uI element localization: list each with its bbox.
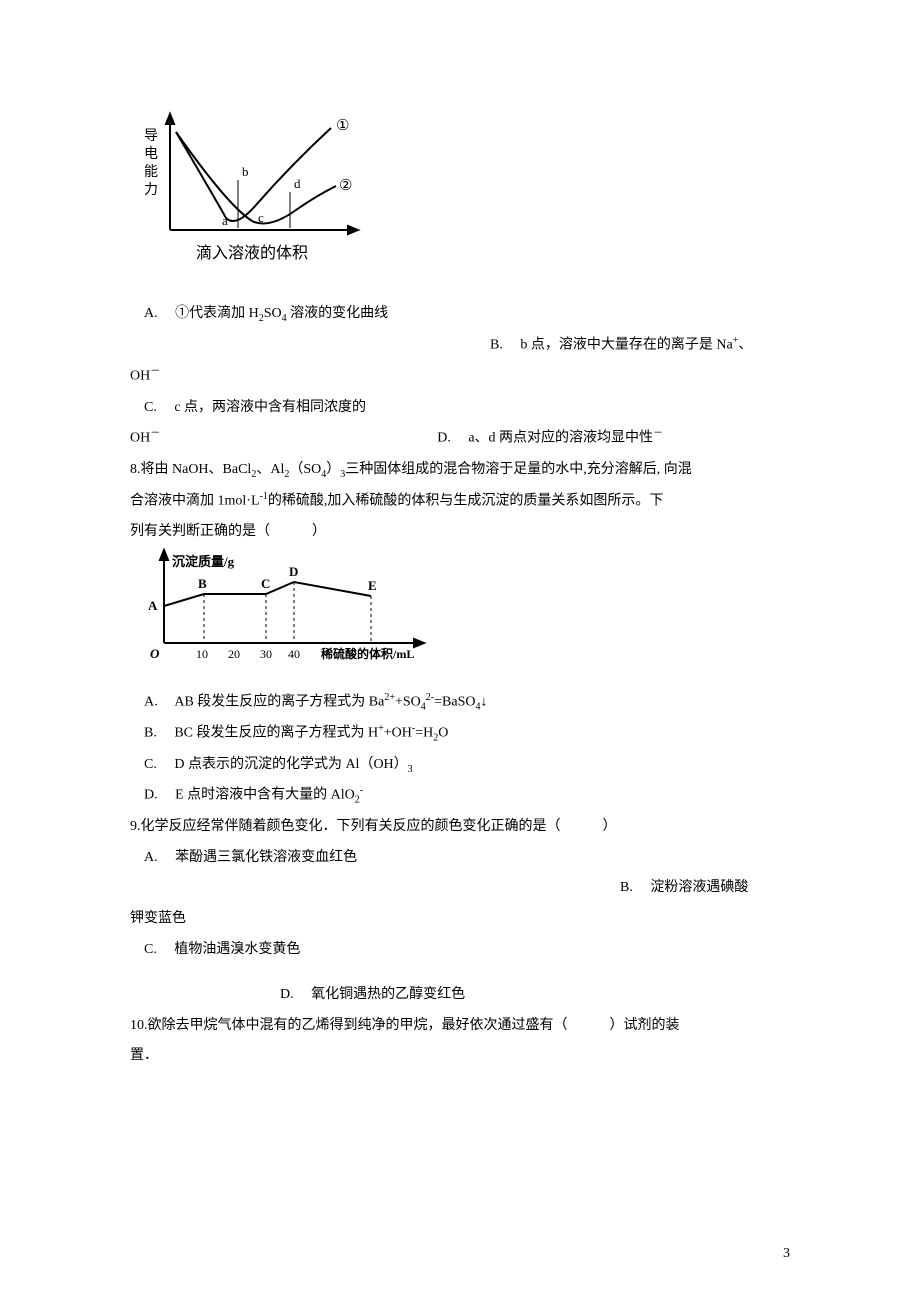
q7-optC2-t: OH — [130, 431, 150, 446]
q9-optC: C. 植物油遇溴水变黄色 — [130, 935, 790, 966]
q7-optC2-s: － — [150, 428, 160, 439]
q8-x20: 20 — [228, 647, 240, 661]
q8B-e: =H — [415, 726, 433, 741]
q8-optA: A. AB 段发生反应的离子方程式为 Ba2++SO42-=BaSO4↓ — [130, 687, 790, 718]
figure-precipitate: 沉淀质量/g A B C D E O 10 20 30 40 稀硫酸的体积/mL — [136, 548, 790, 681]
q7-optB2-s: － — [150, 366, 160, 377]
q7-optD-s: － — [653, 428, 663, 439]
figure-conductivity: 导 电 能 力 ① ② a b c d 滴入溶液的体积 — [136, 110, 790, 293]
q8-stem-l3: 列有关判断正确的是（ ） — [130, 517, 790, 548]
q8-B: B — [198, 576, 207, 591]
q8C-t: C. D 点表示的沉淀的化学式为 Al（OH） — [144, 757, 408, 772]
q9-optD: D. 氧化铜遇热的乙醇变红色 — [130, 980, 790, 1011]
q8-D: D — [289, 564, 298, 579]
q8A-t: A. AB 段发生反应的离子方程式为 Ba — [144, 694, 384, 709]
q7-optC: C. c 点，两溶液中含有相同浓度的 — [130, 393, 790, 424]
pt-d: d — [294, 176, 301, 191]
q7-optA-t3: 溶液的变化曲线 — [287, 306, 389, 321]
q8B-t2: O — [438, 726, 448, 741]
q8-xlabel: 稀硫酸的体积/mL — [321, 646, 414, 661]
q8l2b: 的稀硫酸,加入稀硫酸的体积与生成沉淀的质量关系如图所示。下 — [268, 493, 664, 508]
q7-optB-t2: 、 — [738, 337, 752, 352]
q8-optC: C. D 点表示的沉淀的化学式为 Al（OH）3 — [130, 750, 790, 781]
q8D-s2: - — [360, 785, 363, 796]
q7-optB-t1: B. b 点，溶液中大量存在的离子是 Na — [490, 337, 733, 352]
x-label: 滴入溶液的体积 — [196, 244, 308, 262]
q8C-s: 3 — [408, 763, 413, 774]
q10-stem2: 置． — [130, 1041, 790, 1072]
q8-A: A — [148, 598, 158, 613]
q8A-t2: ↓ — [480, 694, 487, 709]
q8s1: 8.将由 NaOH、BaCl — [130, 462, 251, 477]
q8l2s: -1 — [260, 491, 268, 502]
q8-x30: 30 — [260, 647, 272, 661]
q8-O: O — [150, 646, 160, 661]
q8B-m: +OH — [384, 726, 412, 741]
q8-optB: B. BC 段发生反应的离子方程式为 H++OH-=H2O — [130, 718, 790, 749]
q8D-s1: 2 — [355, 795, 360, 806]
q7-optB-line2: OH－ — [130, 361, 790, 392]
conductivity-svg: 导 电 能 力 ① ② a b c d 滴入溶液的体积 — [136, 110, 366, 280]
q8-ylabel: 沉淀质量/g — [172, 554, 235, 569]
q10-stem: 10.欲除去甲烷气体中混有的乙烯得到纯净的甲烷，最好依次通过盛有（ ）试剂的装 — [130, 1011, 790, 1042]
q8s4: ） — [326, 462, 340, 477]
q8s3: （SO — [289, 462, 321, 477]
q8-stem-l1: 8.将由 NaOH、BaCl2、Al2（SO4）3三种固体组成的混合物溶于足量的… — [130, 455, 790, 486]
y-label-char1: 导 — [144, 129, 158, 144]
pt-b: b — [242, 164, 249, 179]
y-label-char2: 电 — [144, 146, 158, 162]
q8s2: 、Al — [256, 462, 284, 477]
q9-stem: 9.化学反应经常伴随着颜色变化．下列有关反应的颜色变化正确的是（ ） — [130, 812, 790, 843]
y-label-char4: 力 — [144, 182, 158, 198]
q8l2a: 合溶液中滴加 1mol·L — [130, 493, 260, 508]
q9-optB-l2: 钾变蓝色 — [130, 904, 790, 935]
q8-x40: 40 — [288, 647, 300, 661]
curve-1-label: ① — [336, 118, 349, 134]
q8-C: C — [261, 576, 270, 591]
pt-c: c — [258, 210, 264, 225]
q8D-t: D. E 点时溶液中含有大量的 AlO — [144, 788, 355, 803]
q8A-s3: 2- — [426, 692, 434, 703]
spacer — [130, 966, 790, 980]
page-number: 3 — [783, 1239, 790, 1270]
q9-optA: A. 苯酚遇三氯化铁溶液变血红色 — [130, 843, 790, 874]
q8-stem-l2: 合溶液中滴加 1mol·L-1的稀硫酸,加入稀硫酸的体积与生成沉淀的质量关系如图… — [130, 486, 790, 517]
q7-optA-t1: A. ①代表滴加 H — [144, 306, 259, 321]
q8A-e: =BaSO — [434, 694, 475, 709]
q9-optB: B. 淀粉溶液遇碘酸 — [130, 873, 790, 904]
q8B-t: B. BC 段发生反应的离子方程式为 H — [144, 726, 378, 741]
q7-optC-D-line: OH－ D. a、d 两点对应的溶液均显中性－ — [130, 423, 790, 454]
q8A-m: +SO — [395, 694, 421, 709]
precipitate-svg: 沉淀质量/g A B C D E O 10 20 30 40 稀硫酸的体积/mL — [136, 548, 436, 668]
q7-optB: B. b 点，溶液中大量存在的离子是 Na+、 — [130, 330, 790, 361]
page-root: 导 电 能 力 ① ② a b c d 滴入溶液的体积 A. ①代表滴加 H2S… — [0, 0, 920, 1300]
q7-optB2-t: OH — [130, 369, 150, 384]
q7-optA-t2: SO — [264, 306, 282, 321]
q8-E: E — [368, 578, 377, 593]
q8s5: 三种固体组成的混合物溶于足量的水中,充分溶解后, 向混 — [345, 462, 692, 477]
q7-optA: A. ①代表滴加 H2SO4 溶液的变化曲线 — [130, 299, 790, 330]
q8A-s1: 2+ — [384, 692, 395, 703]
pt-a: a — [222, 213, 228, 228]
q8-x10: 10 — [196, 647, 208, 661]
curve-2-label: ② — [339, 178, 352, 194]
q7-optC-t: C. c 点，两溶液中含有相同浓度的 — [144, 400, 366, 415]
y-label-char3: 能 — [144, 164, 158, 180]
q7-optD-t: D. a、d 两点对应的溶液均显中性 — [437, 431, 653, 446]
q8-optD: D. E 点时溶液中含有大量的 AlO2- — [130, 780, 790, 811]
